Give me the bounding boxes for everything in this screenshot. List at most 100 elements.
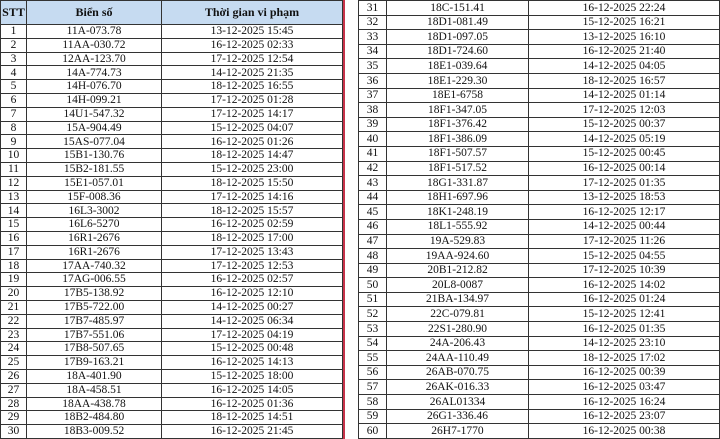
cell-time: 15-12-2025 12:41 (528, 306, 720, 323)
cell-time: 16-12-2025 01:35 (528, 321, 720, 337)
cell-stt: 11 (0, 161, 27, 177)
cell-stt: 3 (0, 51, 27, 67)
cell-plate: 26AK-016.33 (386, 379, 529, 396)
cell-plate: 18A-458.51 (26, 382, 162, 398)
cell-stt: 5 (0, 79, 27, 94)
table-row: 59 26G1-336.46 16-12-2025 23:07 (358, 408, 720, 425)
header-time: Thời gian vi phạm (161, 0, 343, 25)
table-row: 35 18E1-039.64 14-12-2025 04:05 (358, 58, 720, 74)
cell-stt: 9 (0, 134, 27, 150)
cell-time: 17-12-2025 10:39 (528, 262, 720, 279)
cell-time: 18-12-2025 17:02 (528, 350, 720, 366)
table-row: 44 18H1-697.96 13-12-2025 18:53 (358, 189, 720, 206)
table-row: 31 18C-151.41 16-12-2025 22:24 (358, 0, 720, 16)
table-row: 24 17B8-507.65 15-12-2025 00:48 (0, 341, 343, 357)
cell-stt: 19 (0, 272, 27, 288)
cell-plate: 17B9-163.21 (26, 355, 162, 370)
cell-time: 16-12-2025 16:24 (528, 394, 720, 410)
cell-stt: 21 (0, 299, 27, 315)
cell-time: 17-12-2025 13:43 (161, 244, 343, 260)
cell-stt: 56 (358, 364, 387, 381)
cell-plate: 14U1-547.32 (26, 106, 162, 122)
cell-plate: 11AA-030.72 (26, 37, 162, 53)
cell-time: 17-12-2025 11:26 (528, 233, 720, 250)
violations-table-left-panel: STT Biển số Thời gian vi phạm 1 11A-073.7… (0, 0, 345, 439)
cell-stt: 55 (358, 350, 387, 366)
cell-plate: 16L6-5270 (26, 217, 162, 232)
cell-stt: 54 (358, 335, 387, 352)
table-row: 49 20B1-212.82 17-12-2025 10:39 (358, 262, 720, 279)
table-row: 42 18F1-517.52 16-12-2025 00:14 (358, 160, 720, 177)
cell-time: 16-12-2025 21:45 (161, 424, 343, 439)
cell-plate: 18K1-248.19 (386, 204, 529, 220)
cell-stt: 28 (0, 396, 27, 412)
table-row: 18 17AA-740.32 17-12-2025 12:53 (0, 258, 343, 274)
cell-stt: 42 (358, 160, 387, 177)
cell-time: 15-12-2025 04:55 (528, 248, 720, 264)
table-row: 33 18D1-097.05 13-12-2025 16:10 (358, 29, 720, 45)
cell-stt: 8 (0, 120, 27, 136)
cell-plate: 26H7-1770 (386, 423, 529, 439)
cell-time: 15-12-2025 00:37 (528, 116, 720, 133)
cell-stt: 29 (0, 410, 27, 426)
table-row: 5 14H-076.70 18-12-2025 16:55 (0, 79, 343, 94)
cell-time: 13-12-2025 18:53 (528, 189, 720, 206)
cell-time: 16-12-2025 14:05 (161, 382, 343, 398)
cell-stt: 44 (358, 189, 387, 206)
table-body: 31 18C-151.41 16-12-2025 22:24 32 18D1-081.4… (358, 0, 720, 439)
table-row: 12 15E1-057.01 18-12-2025 15:50 (0, 175, 343, 191)
cell-plate: 18F1-347.05 (386, 102, 529, 118)
cell-plate: 15B1-130.76 (26, 148, 162, 163)
cell-plate: 18F1-376.42 (386, 116, 529, 133)
table-row: 55 24AA-110.49 18-12-2025 17:02 (358, 350, 720, 366)
table-row: 13 15F-008.36 17-12-2025 14:16 (0, 189, 343, 205)
table-row: 37 18E1-6758 14-12-2025 01:14 (358, 87, 720, 104)
table-row: 20 17B5-138.92 16-12-2025 12:10 (0, 286, 343, 301)
cell-time: 16-12-2025 12:17 (528, 204, 720, 220)
cell-plate: 19A-529.83 (386, 233, 529, 250)
table-row: 4 14A-774.73 14-12-2025 21:35 (0, 65, 343, 81)
cell-time: 14-12-2025 21:35 (161, 65, 343, 81)
cell-time: 15-12-2025 23:00 (161, 161, 343, 177)
table-row: 2 11AA-030.72 16-12-2025 02:33 (0, 37, 343, 53)
table-row: 46 18L1-555.92 14-12-2025 00:44 (358, 218, 720, 235)
table-row: 53 22S1-280.90 16-12-2025 01:35 (358, 321, 720, 337)
cell-time: 18-12-2025 15:57 (161, 203, 343, 219)
cell-stt: 13 (0, 189, 27, 205)
cell-plate: 15F-008.36 (26, 189, 162, 205)
cell-stt: 7 (0, 106, 27, 122)
cell-plate: 21BA-134.97 (386, 291, 529, 308)
cell-plate: 15AS-077.04 (26, 134, 162, 150)
cell-plate: 16R1-2676 (26, 230, 162, 246)
table-row: 45 18K1-248.19 16-12-2025 12:17 (358, 204, 720, 220)
cell-time: 14-12-2025 01:14 (528, 87, 720, 104)
table-body: 1 11A-073.78 13-12-2025 15:45 2 11AA-030.72 1… (0, 24, 343, 439)
cell-time: 14-12-2025 06:34 (161, 313, 343, 329)
cell-plate: 15A-904.49 (26, 120, 162, 136)
table-row: 34 18D1-724.60 16-12-2025 21:40 (358, 43, 720, 60)
table-row: 10 15B1-130.76 18-12-2025 14:47 (0, 148, 343, 163)
cell-stt: 22 (0, 313, 27, 329)
table-row: 60 26H7-1770 16-12-2025 00:38 (358, 423, 720, 439)
cell-stt: 57 (358, 379, 387, 396)
cell-time: 13-12-2025 15:45 (161, 24, 343, 39)
cell-plate: 26AL01334 (386, 394, 529, 410)
table-row: 22 17B7-485.97 14-12-2025 06:34 (0, 313, 343, 329)
cell-time: 16-12-2025 00:14 (528, 160, 720, 177)
cell-time: 18-12-2025 17:00 (161, 230, 343, 246)
cell-plate: 12AA-123.70 (26, 51, 162, 67)
cell-stt: 38 (358, 102, 387, 118)
cell-stt: 26 (0, 368, 27, 384)
table-row: 58 26AL01334 16-12-2025 16:24 (358, 394, 720, 410)
cell-time: 16-12-2025 00:39 (528, 364, 720, 381)
cell-stt: 47 (358, 233, 387, 250)
table-row: 29 18B2-484.80 18-12-2025 14:51 (0, 410, 343, 426)
cell-plate: 17B8-507.65 (26, 341, 162, 357)
cell-plate: 18H1-697.96 (386, 189, 529, 206)
cell-time: 16-12-2025 22:24 (528, 0, 720, 16)
cell-plate: 22S1-280.90 (386, 321, 529, 337)
cell-time: 15-12-2025 00:48 (161, 341, 343, 357)
cell-time: 16-12-2025 23:07 (528, 408, 720, 425)
cell-plate: 18A-401.90 (26, 368, 162, 384)
cell-time: 16-12-2025 12:10 (161, 286, 343, 301)
